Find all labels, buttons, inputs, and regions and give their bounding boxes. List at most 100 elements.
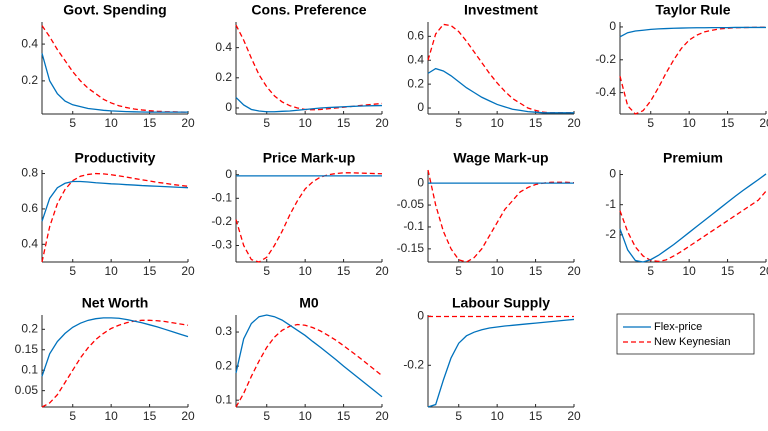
y-tick-label: -0.1 (403, 219, 424, 233)
series-line (427, 67, 574, 114)
y-tick-label: 0.2 (407, 76, 424, 90)
y-tick-label: 0.15 (15, 342, 39, 356)
y-tick-label: 0 (225, 100, 232, 114)
series-line (41, 53, 188, 113)
panel-title: Labour Supply (452, 295, 550, 311)
y-tick-label: 0.6 (407, 29, 424, 43)
series-line (235, 323, 383, 408)
y-tick-label: -1 (605, 197, 616, 211)
y-tick-label: -0.15 (397, 241, 425, 255)
legend-box (616, 313, 755, 355)
x-tick-label: 5 (263, 116, 270, 130)
legend-label: Flex-price (654, 321, 702, 333)
panel-title: Premium (663, 150, 723, 166)
x-tick-label: 20 (181, 409, 195, 423)
panel-title: M0 (299, 295, 319, 311)
y-tick-label: 0 (417, 100, 424, 114)
y-tick-label: 0.2 (215, 358, 232, 372)
x-tick-label: 5 (647, 264, 654, 278)
x-tick-label: 10 (490, 409, 504, 423)
x-tick-label: 5 (69, 116, 76, 130)
x-tick-label: 10 (298, 409, 312, 423)
series-line (235, 314, 383, 398)
series-line (41, 180, 189, 222)
y-tick-label: -0.2 (595, 52, 616, 66)
x-tick-label: 15 (337, 116, 351, 130)
x-tick-label: 5 (455, 264, 462, 278)
x-tick-label: 20 (375, 116, 389, 130)
x-tick-label: 10 (682, 264, 696, 278)
x-tick-label: 5 (647, 116, 654, 130)
x-tick-label: 20 (567, 264, 581, 278)
series-line (619, 26, 766, 38)
y-tick-label: 0.05 (15, 383, 39, 397)
y-tick-label: -2 (605, 227, 616, 241)
y-tick-label: 0.2 (21, 321, 38, 335)
x-tick-label: 5 (455, 116, 462, 130)
y-tick-label: -0.3 (211, 238, 232, 252)
x-tick-label: 15 (143, 409, 157, 423)
x-tick-label: 15 (529, 264, 543, 278)
x-tick-label: 5 (69, 264, 76, 278)
panel-title: Wage Mark-up (453, 150, 548, 166)
series-line (619, 173, 767, 263)
series-line (41, 319, 189, 408)
x-tick-label: 15 (337, 264, 351, 278)
y-tick-label: -0.4 (595, 85, 616, 99)
x-tick-label: 10 (490, 116, 504, 130)
y-tick-label: 0.2 (21, 73, 38, 87)
y-tick-label: 0.3 (215, 324, 232, 338)
y-tick-label: 0 (609, 167, 616, 181)
y-tick-label: 0.8 (21, 166, 38, 180)
y-tick-label: 0.2 (215, 70, 232, 84)
y-tick-label: 0.6 (21, 201, 38, 215)
series-line (619, 190, 767, 263)
y-tick-label: 0 (609, 19, 616, 33)
x-tick-label: 15 (529, 116, 543, 130)
y-tick-label: 0.4 (21, 236, 38, 250)
x-tick-label: 5 (455, 409, 462, 423)
x-tick-label: 5 (69, 409, 76, 423)
panel-title: Govt. Spending (63, 2, 166, 18)
y-tick-label: -0.2 (211, 214, 232, 228)
series-line (41, 317, 189, 377)
x-tick-label: 20 (759, 264, 768, 278)
x-tick-label: 5 (263, 409, 270, 423)
x-tick-label: 15 (721, 116, 735, 130)
y-tick-label: 0 (417, 175, 424, 189)
panel-title: Net Worth (82, 295, 149, 311)
series-line (427, 318, 575, 408)
y-tick-label: 0.4 (21, 36, 38, 50)
x-tick-label: 5 (263, 264, 270, 278)
x-tick-label: 20 (759, 116, 768, 130)
x-tick-label: 10 (682, 116, 696, 130)
x-tick-label: 15 (337, 409, 351, 423)
x-tick-label: 20 (567, 409, 581, 423)
series-line (427, 169, 575, 263)
x-tick-label: 15 (143, 116, 157, 130)
series-line (235, 96, 383, 113)
y-tick-label: 0.1 (215, 392, 232, 406)
x-tick-label: 10 (490, 264, 504, 278)
panel-title: Investment (464, 2, 538, 18)
legend-label: New Keynesian (654, 336, 730, 348)
x-tick-label: 20 (181, 264, 195, 278)
y-tick-label: 0 (225, 167, 232, 181)
x-tick-label: 15 (143, 264, 157, 278)
x-tick-label: 10 (298, 116, 312, 130)
x-tick-label: 15 (529, 409, 543, 423)
y-tick-label: -0.2 (403, 357, 424, 371)
x-tick-label: 10 (104, 264, 118, 278)
y-tick-label: -0.1 (211, 190, 232, 204)
series-line (235, 24, 383, 111)
x-tick-label: 10 (104, 116, 118, 130)
y-tick-label: 0.4 (215, 40, 232, 54)
y-tick-label: 0.1 (21, 362, 38, 376)
series-line (41, 25, 189, 113)
series-line (235, 172, 383, 263)
y-tick-label: 0.4 (407, 52, 424, 66)
series-line (427, 23, 574, 114)
series-line (619, 26, 766, 115)
series-line (41, 172, 189, 263)
